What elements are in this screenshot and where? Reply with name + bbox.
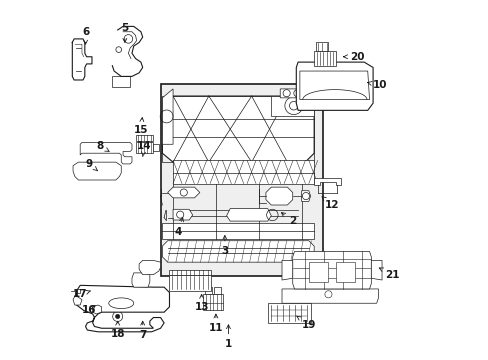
Text: 6: 6 [82,27,89,44]
Circle shape [112,311,122,321]
Text: 14: 14 [137,141,151,157]
Text: 12: 12 [322,197,339,210]
Text: 19: 19 [296,316,315,330]
Polygon shape [203,294,223,310]
Polygon shape [73,162,121,180]
Text: 8: 8 [96,141,109,152]
Polygon shape [296,62,372,111]
Polygon shape [162,96,313,162]
Polygon shape [315,42,328,51]
Text: 3: 3 [221,235,228,256]
Bar [308,262,328,282]
Polygon shape [162,241,313,262]
Polygon shape [271,96,313,116]
Polygon shape [282,260,292,280]
Polygon shape [135,135,152,141]
Polygon shape [282,289,378,303]
Polygon shape [80,143,132,164]
Text: 16: 16 [81,305,96,315]
Bar [162,96,313,162]
Text: 15: 15 [133,118,148,135]
Polygon shape [162,89,173,144]
Polygon shape [292,251,370,289]
Polygon shape [173,209,192,220]
Text: 4: 4 [174,217,183,237]
Polygon shape [135,143,152,153]
Polygon shape [152,144,159,152]
Text: 2: 2 [281,213,296,226]
Polygon shape [73,296,82,305]
Polygon shape [75,285,169,332]
Polygon shape [93,305,102,314]
Text: 21: 21 [379,268,399,280]
Polygon shape [370,260,381,280]
Bar [335,262,354,282]
Polygon shape [280,84,313,98]
Text: 13: 13 [194,294,208,312]
Text: 1: 1 [224,325,232,349]
Text: 11: 11 [208,314,223,333]
Text: 20: 20 [343,52,364,62]
Polygon shape [169,275,210,291]
Polygon shape [226,208,271,221]
Polygon shape [214,287,221,294]
Polygon shape [313,178,340,185]
Polygon shape [139,260,160,275]
Text: 17: 17 [73,289,90,299]
Polygon shape [301,191,310,202]
Text: 5: 5 [121,23,128,42]
Circle shape [115,314,120,319]
Circle shape [301,86,308,94]
Text: 7: 7 [139,321,146,341]
Text: 18: 18 [110,321,124,339]
Polygon shape [167,187,200,198]
Polygon shape [169,270,210,275]
Polygon shape [265,187,292,205]
Polygon shape [205,287,212,294]
Polygon shape [162,223,313,239]
Polygon shape [313,51,335,66]
Text: 9: 9 [85,159,98,171]
Bar [160,84,323,276]
Text: 10: 10 [366,80,386,90]
Polygon shape [267,303,310,323]
Polygon shape [173,160,313,184]
Polygon shape [132,273,149,287]
